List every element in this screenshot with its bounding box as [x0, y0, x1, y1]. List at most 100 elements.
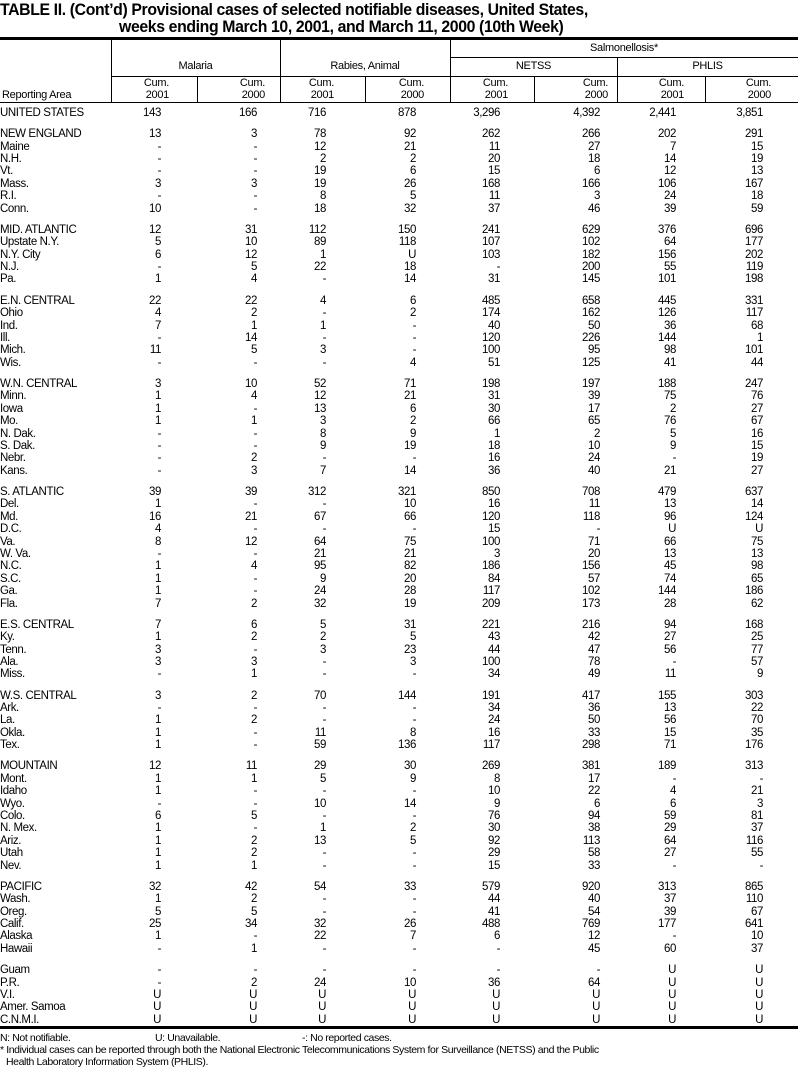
cell-col-5: 11 [488, 140, 501, 153]
cell-col-7: 27 [664, 631, 676, 644]
cell-col-6: 46 [588, 202, 600, 215]
cell-col-2: 39 [245, 486, 257, 498]
cell-col-5: 18 [488, 439, 500, 452]
cell-col-1: - [157, 452, 162, 465]
reporting-area-label: Conn. [0, 202, 29, 215]
cell-col-8: 247 [745, 377, 763, 390]
cell-col-5: 1 [494, 427, 500, 440]
cell-col-3: U [318, 1001, 326, 1014]
cell-col-8: 291 [745, 128, 763, 141]
cell-col-1: 1 [155, 273, 161, 286]
cell-col-7: 313 [658, 880, 676, 893]
table-row: N. Dak. - - 8 9 1 2 5 16 [0, 428, 798, 440]
cell-col-7: 29 [664, 822, 676, 835]
cell-col-8: 865 [745, 880, 763, 893]
table-row: Wash. 1 2 - - 44 40 37 110 [0, 893, 798, 905]
cell-col-8: 110 [745, 893, 764, 906]
cell-col-4: 136 [398, 739, 416, 752]
cell-col-6: 6 [594, 797, 600, 810]
cell-col-8: 81 [751, 810, 763, 823]
cell-col-2: 166 [239, 107, 257, 119]
group-spacer [0, 369, 798, 378]
cell-col-6: 166 [582, 177, 600, 190]
cell-col-7: 101 [658, 273, 676, 286]
cell-col-3: 13 [314, 402, 326, 415]
cell-col-6: 2 [594, 427, 600, 440]
table-row: Ala. 3 3 - 3 100 78 - 57 [0, 656, 798, 668]
cell-col-3: - [322, 655, 327, 668]
cell-col-2: 1 [251, 942, 257, 955]
cell-col-7: 4 [670, 785, 676, 798]
cell-col-2: 12 [245, 535, 257, 548]
divider [111, 76, 798, 77]
cell-col-3: 59 [314, 739, 326, 752]
cell-col-8: 637 [745, 486, 763, 498]
cell-col-4: - [412, 859, 417, 872]
cell-col-7: 445 [658, 294, 676, 307]
cell-col-8: 641 [745, 918, 763, 931]
cell-col-2: 5 [251, 810, 257, 823]
cell-col-3: - [322, 452, 327, 465]
cell-col-5: 29 [488, 847, 500, 860]
cell-col-6: 42 [588, 631, 600, 644]
cell-col-2: - [253, 153, 258, 166]
cell-col-3: 5 [320, 772, 326, 785]
cell-col-1: U [153, 988, 161, 1001]
cell-col-1: - [157, 702, 162, 715]
cell-col-6: 417 [582, 689, 600, 702]
header-cum-col-7: Cum. 2001 [617, 77, 684, 101]
table-row: N.Y. City 6 12 1 U 103 182 156 202 [0, 249, 798, 261]
cell-col-8: 70 [751, 714, 763, 727]
reporting-area-label: N.H. [0, 153, 22, 166]
top-rule [0, 37, 798, 40]
cell-col-4: - [412, 847, 417, 860]
cell-col-6: 24 [588, 452, 600, 465]
table-row: Miss. - 1 - - 34 49 11 9 [0, 668, 798, 680]
table-row: Hawaii - 1 - - - 45 60 37 [0, 943, 798, 955]
cell-col-4: 5 [410, 631, 416, 644]
table-row: Vt. - - 19 6 15 6 12 13 [0, 165, 798, 177]
cell-col-4: 26 [404, 918, 416, 931]
cell-col-1: - [157, 668, 162, 681]
cell-col-7: 94 [664, 618, 676, 631]
cell-col-7: U [668, 1001, 676, 1014]
cell-col-7: 144 [658, 585, 676, 598]
divider [111, 39, 112, 102]
cell-col-5: 51 [488, 356, 500, 369]
cell-col-5: 117 [482, 585, 501, 598]
table-row-total: UNITED STATES 143 166 716 878 3,296 4,392 2,441… [0, 107, 798, 119]
cell-col-7: 188 [658, 377, 676, 390]
reporting-area-label: Okla. [0, 726, 25, 739]
cell-col-6: 17 [588, 772, 600, 785]
table-row: Iowa 1 - 13 6 30 17 2 27 [0, 403, 798, 415]
reporting-area-label: Del. [0, 498, 19, 511]
reporting-area-label: La. [0, 714, 15, 727]
cell-col-8: 16 [751, 427, 763, 440]
cell-col-5: 34 [488, 668, 500, 681]
cell-col-4: - [412, 905, 417, 918]
cell-col-8: 21 [751, 785, 763, 798]
reporting-area-label: Miss. [0, 668, 25, 681]
cell-col-6: 102 [582, 585, 600, 598]
cell-col-8: 124 [745, 510, 763, 523]
cell-col-1: 5 [155, 905, 161, 918]
reporting-area-label: Mo. [0, 415, 18, 428]
reporting-area-label: Maine [0, 140, 30, 153]
cell-col-8: 27 [751, 464, 763, 477]
cell-col-1: 1 [155, 585, 161, 598]
divider [450, 57, 798, 58]
cell-col-3: 3 [320, 643, 326, 656]
cell-col-8: 177 [745, 236, 763, 249]
table-row: N.C. 1 4 95 82 186 156 45 98 [0, 560, 798, 572]
cell-col-7: - [672, 772, 677, 785]
cell-col-8: 15 [751, 439, 763, 452]
cell-col-7: 155 [658, 689, 676, 702]
cum-label: Cum. [308, 77, 334, 89]
reporting-area-label: N.J. [0, 261, 19, 274]
cell-col-8: 18 [751, 190, 763, 203]
cell-col-1: 1 [155, 631, 161, 644]
cell-col-4: 144 [398, 689, 416, 702]
cell-col-7: - [672, 930, 677, 943]
cell-col-6: 40 [588, 893, 600, 906]
cell-col-3: 312 [308, 486, 326, 498]
